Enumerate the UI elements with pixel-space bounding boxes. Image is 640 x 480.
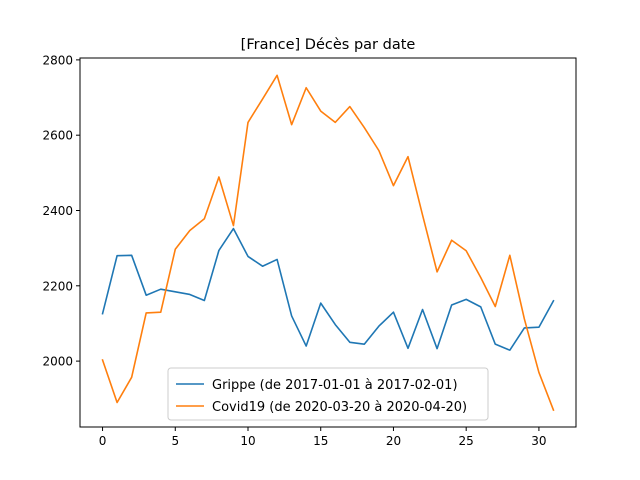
series-layer bbox=[101, 74, 555, 412]
chart-title: [France] Décès par date bbox=[241, 37, 416, 53]
x-tick-label: 25 bbox=[459, 434, 474, 448]
legend: Grippe (de 2017-01-01 à 2017-02-01) Covi… bbox=[167, 367, 489, 421]
x-tick-label: 15 bbox=[313, 434, 328, 448]
legend-box bbox=[167, 367, 489, 421]
plot-area-frame bbox=[79, 57, 577, 428]
y-tick-label: 2800 bbox=[42, 53, 73, 67]
y-tick-label: 2200 bbox=[42, 279, 73, 293]
series-line-grippe bbox=[101, 227, 555, 351]
legend-label-covid19: Covid19 (de 2020-03-20 à 2020-04-20) bbox=[212, 400, 467, 415]
y-tick-label: 2400 bbox=[42, 204, 73, 218]
x-tick-label: 30 bbox=[531, 434, 546, 448]
series-line-covid19 bbox=[101, 74, 555, 412]
x-axis: 0 5 10 15 20 25 30 bbox=[99, 427, 547, 448]
y-axis: 2000 2200 2400 2600 2800 bbox=[42, 53, 80, 369]
y-tick-label: 2000 bbox=[42, 355, 73, 369]
y-tick-label: 2600 bbox=[42, 129, 73, 143]
x-tick-label: 0 bbox=[99, 434, 107, 448]
legend-label-grippe: Grippe (de 2017-01-01 à 2017-02-01) bbox=[212, 378, 458, 393]
x-tick-label: 5 bbox=[171, 434, 179, 448]
x-tick-label: 10 bbox=[240, 434, 255, 448]
x-tick-label: 20 bbox=[386, 434, 401, 448]
